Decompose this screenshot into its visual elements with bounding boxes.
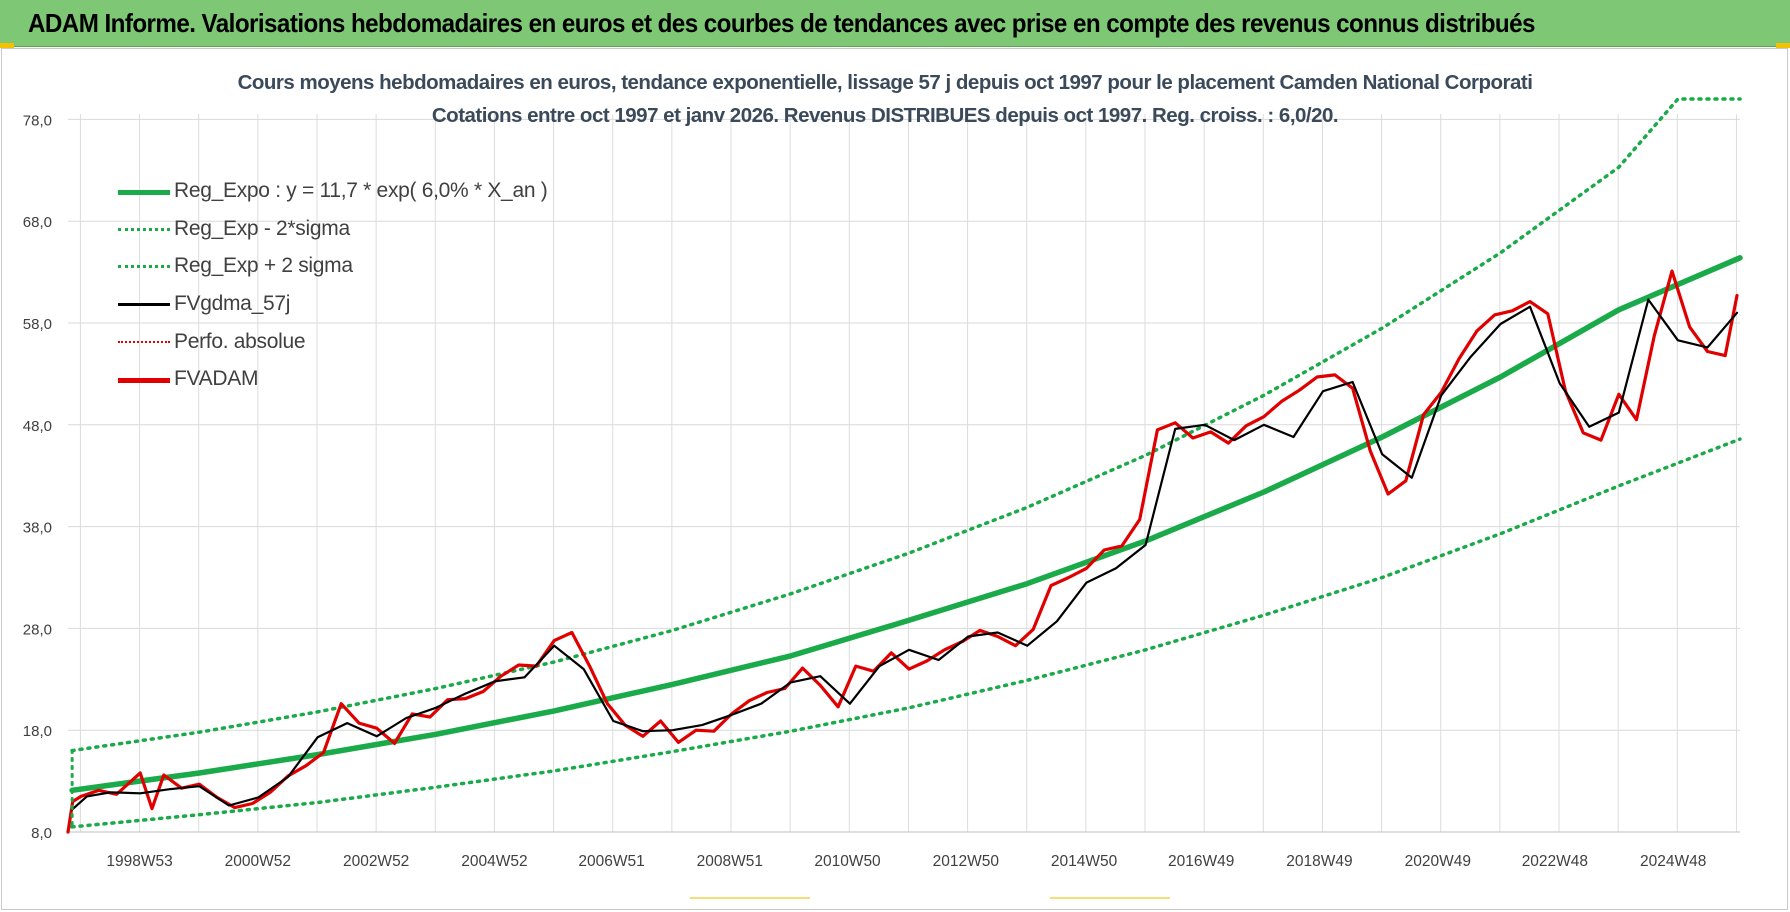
x-axis-ticks: 1998W53 2000W52 2002W52 2004W52 2006W51 2008W…	[106, 853, 1706, 870]
x-tick-label: 2016W49	[1168, 853, 1234, 870]
y-axis-ticks: 8,0 18,0 28,0 38,0 48,0 58,0 68,0 78,0	[23, 112, 52, 842]
legend-label-fvgdma: FVgdma_57j	[174, 292, 291, 316]
series-reg-exp-minus	[70, 437, 1742, 829]
x-tick-label: 2012W50	[933, 853, 1000, 870]
x-tick-label: 1998W53	[106, 853, 172, 870]
legend-swatch-reg-exp-minus	[118, 227, 170, 231]
x-tick-label: 2004W52	[461, 853, 527, 870]
banner-title: ADAM Informe. Valorisations hebdomadaire…	[28, 8, 1535, 38]
x-tick-label: 2022W48	[1522, 853, 1588, 870]
legend-swatch-reg-exp-plus	[118, 265, 170, 269]
series-reg-exp-plus	[70, 97, 1742, 753]
chart-subtitle: Cotations entre oct 1997 et janv 2026. R…	[431, 104, 1339, 127]
y-tick-label: 8,0	[31, 825, 52, 842]
bottom-accent-left	[690, 897, 810, 899]
legend-swatch-fvgdma	[118, 303, 170, 307]
legend-swatch-reg-expo	[118, 190, 170, 195]
y-tick-label: 58,0	[23, 316, 52, 333]
x-tick-label: 2014W50	[1051, 853, 1118, 870]
x-tick-label: 2020W49	[1405, 853, 1471, 870]
bottom-accent-right	[1050, 897, 1170, 899]
legend-label-reg-exp-plus: Reg_Exp + 2 sigma	[174, 254, 353, 278]
x-tick-label: 2002W52	[343, 853, 409, 870]
chart-frame	[1, 48, 1788, 910]
legend-swatch-fvadam	[118, 378, 170, 384]
x-tick-label: 2000W52	[225, 853, 291, 870]
corner-mark-left	[0, 43, 14, 48]
x-tick-label: 2010W50	[814, 853, 881, 870]
y-tick-label: 78,0	[23, 112, 52, 129]
legend-label-perfo-absolue: Perfo. absolue	[174, 329, 306, 353]
x-tick-label: 2006W51	[578, 853, 644, 870]
y-tick-label: 38,0	[23, 520, 52, 537]
x-tick-label: 2008W51	[697, 853, 763, 870]
grid	[68, 114, 1740, 833]
series-reg-expo	[69, 255, 1743, 794]
corner-mark-right	[1776, 43, 1790, 48]
series-fvadam	[66, 269, 1739, 834]
y-tick-label: 48,0	[23, 418, 52, 435]
y-tick-label: 18,0	[23, 723, 52, 740]
x-tick-label: 2024W48	[1640, 853, 1706, 870]
legend-label-fvadam: FVADAM	[174, 367, 259, 391]
legend-label-reg-exp-minus: Reg_Exp - 2*sigma	[174, 216, 350, 240]
x-tick-label: 2018W49	[1286, 853, 1352, 870]
y-tick-label: 28,0	[23, 621, 52, 638]
chart-title: Cours moyens hebdomadaires en euros, ten…	[237, 71, 1533, 94]
banner: ADAM Informe. Valorisations hebdomadaire…	[0, 0, 1790, 47]
legend-swatch-perfo-absolue	[118, 340, 170, 343]
series-lines	[66, 97, 1743, 834]
series-fvgdma	[71, 298, 1739, 811]
legend-label-reg-expo: Reg_Expo : y = 11,7 * exp( 6,0% * X_an )	[174, 179, 548, 202]
y-tick-label: 68,0	[23, 214, 52, 231]
